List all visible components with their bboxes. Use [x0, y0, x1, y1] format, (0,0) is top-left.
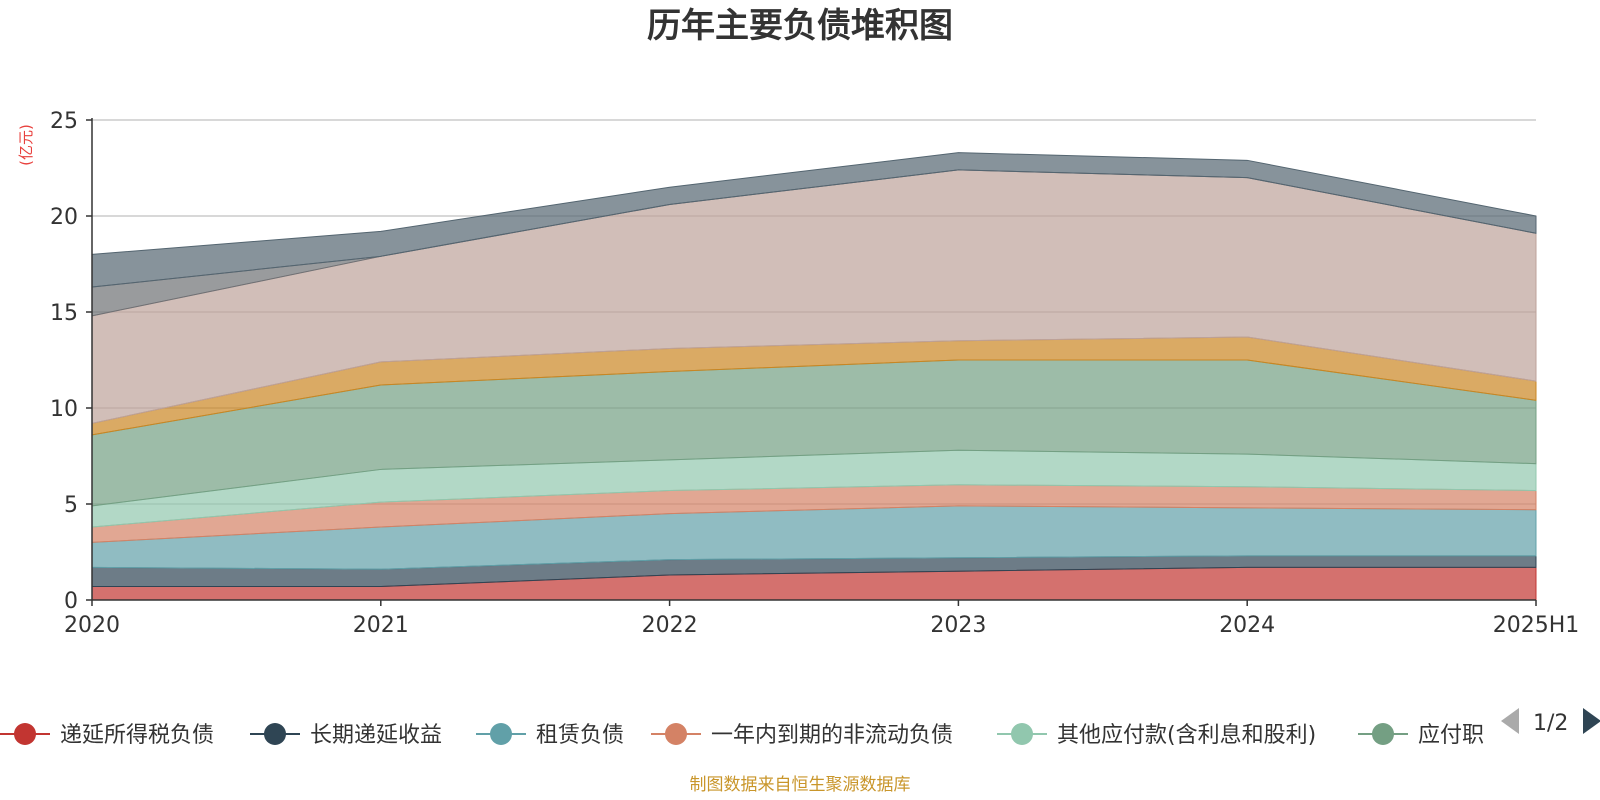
- legend-page-indicator: 1/2: [1533, 711, 1568, 736]
- y-tick-label: 15: [50, 301, 78, 326]
- legend: 递延所得税负债 长期递延收益 租赁负债 一年内到期的非流动负债 其他应付款(含利息和股利…: [0, 723, 1484, 748]
- legend-item[interactable]: 租赁负债: [476, 723, 624, 748]
- x-tick-label: 2025H1: [1493, 613, 1580, 638]
- legend-prev-page-icon[interactable]: [1501, 708, 1519, 734]
- legend-marker-icon: [1372, 723, 1394, 745]
- chart-title: 历年主要负债堆积图: [647, 6, 953, 46]
- x-tick-label: 2021: [353, 613, 409, 638]
- y-tick-label: 25: [50, 109, 78, 134]
- legend-item[interactable]: 应付职: [1358, 723, 1484, 748]
- legend-marker-icon: [1011, 723, 1033, 745]
- legend-item[interactable]: 递延所得税负债: [0, 723, 214, 748]
- legend-label: 应付职: [1418, 723, 1484, 748]
- area-series-layer: [91, 152, 1537, 601]
- x-tick-label: 2024: [1219, 613, 1275, 638]
- legend-item[interactable]: 其他应付款(含利息和股利): [997, 723, 1316, 748]
- legend-marker-icon: [490, 723, 512, 745]
- area-series-10: [91, 152, 1537, 288]
- y-tick-label: 0: [64, 589, 78, 614]
- y-tick-label: 5: [64, 493, 78, 518]
- legend-marker-icon: [14, 723, 36, 745]
- x-tick-label: 2020: [64, 613, 120, 638]
- legend-label: 递延所得税负债: [60, 723, 214, 748]
- legend-next-page-icon[interactable]: [1583, 708, 1600, 734]
- y-tick-label: 10: [50, 397, 78, 422]
- x-tick-label: 2022: [642, 613, 698, 638]
- x-tick-label: 2023: [930, 613, 986, 638]
- legend-item[interactable]: 长期递延收益: [250, 723, 442, 748]
- data-source-note: 制图数据来自恒生聚源数据库: [690, 775, 911, 795]
- legend-pager: 1/2: [1501, 708, 1600, 736]
- axes: 0 5 10 15 20 25 2020 2021 2022 2023 2024 2025H1: [50, 109, 1579, 638]
- y-tick-label: 20: [50, 205, 78, 230]
- legend-item[interactable]: 一年内到期的非流动负债: [651, 723, 953, 748]
- legend-label: 租赁负债: [536, 723, 624, 748]
- legend-label: 一年内到期的非流动负债: [711, 723, 953, 748]
- legend-marker-icon: [665, 723, 687, 745]
- legend-label: 其他应付款(含利息和股利): [1057, 723, 1316, 748]
- y-axis-unit: (亿元): [17, 124, 35, 166]
- legend-marker-icon: [264, 723, 286, 745]
- legend-label: 长期递延收益: [310, 723, 442, 748]
